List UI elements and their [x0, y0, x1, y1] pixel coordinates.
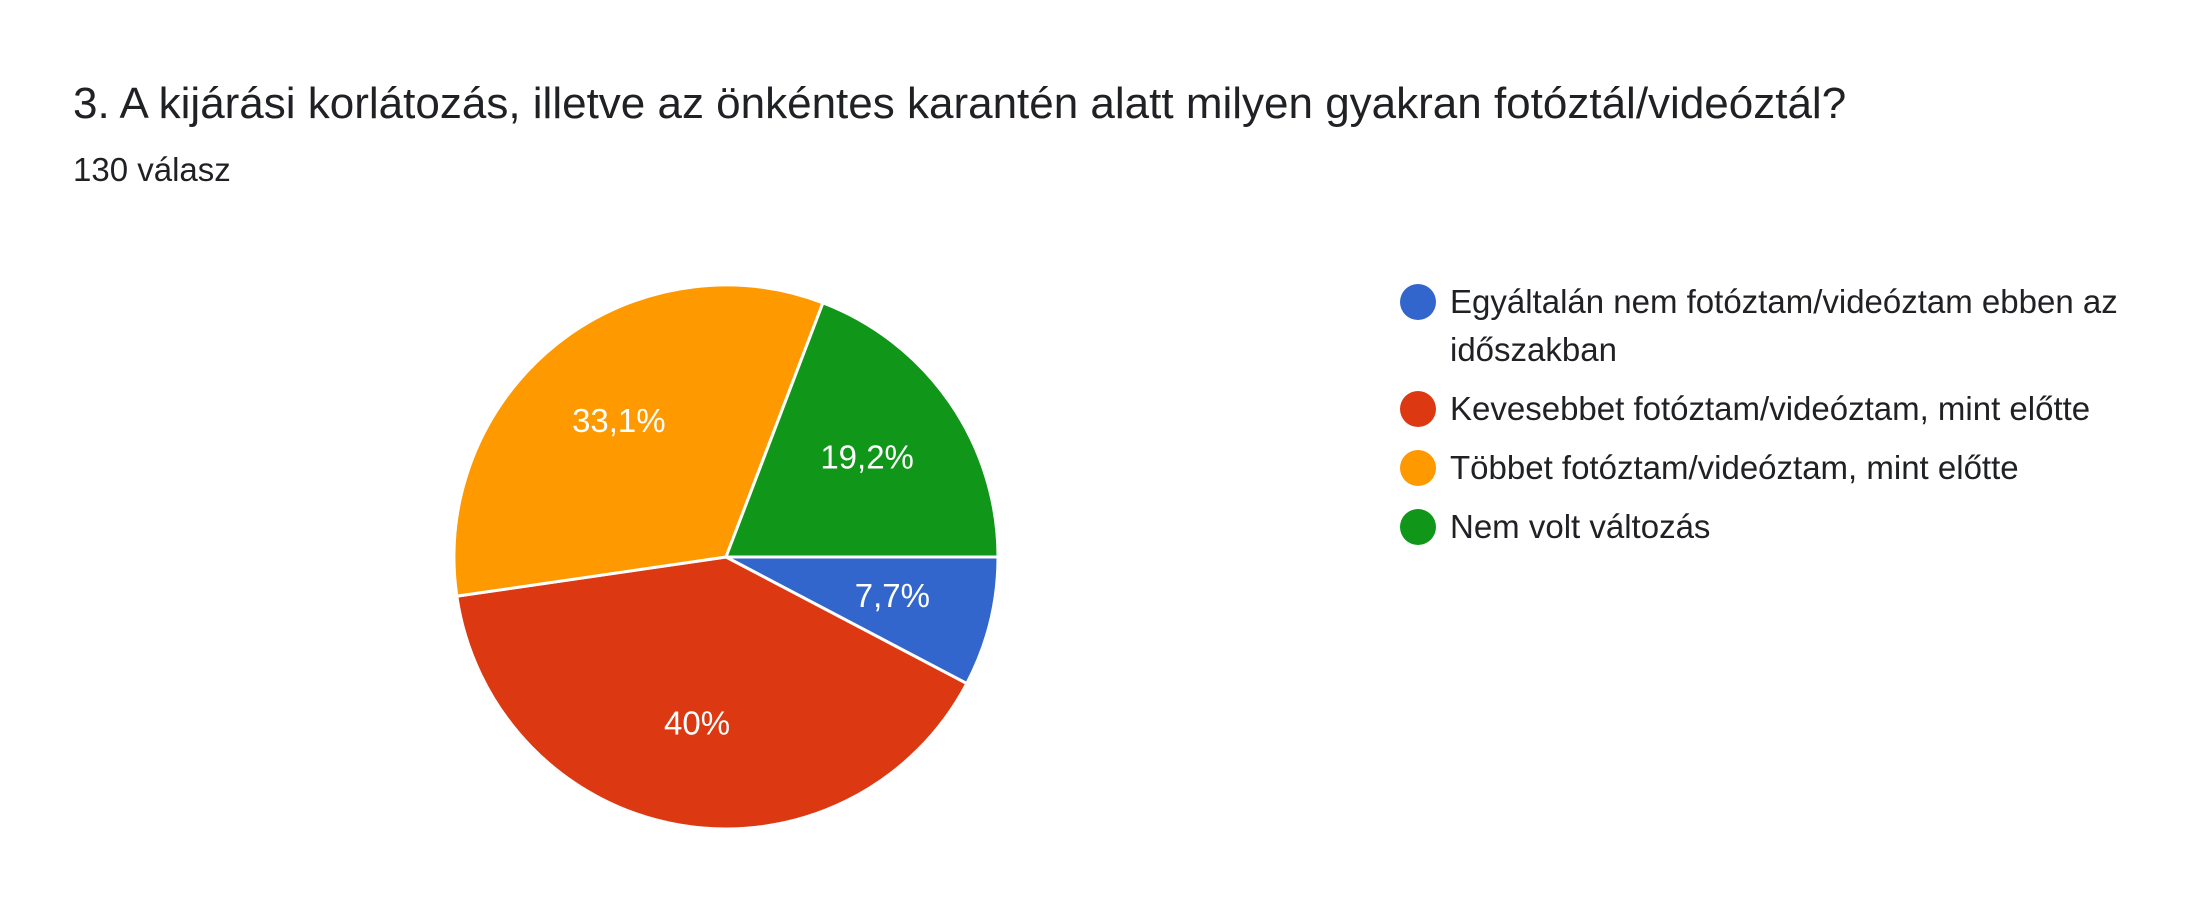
legend-color-dot	[1400, 284, 1436, 320]
chart-title: 3. A kijárási korlátozás, illetve az önk…	[73, 79, 1847, 128]
pie-slice-1[interactable]	[725, 555, 1000, 686]
legend-item-4[interactable]: Nem volt változás	[1400, 503, 2160, 551]
legend-label: Egyáltalán nem fotóztam/videóztam ebben …	[1450, 283, 2118, 368]
legend-label: Nem volt változás	[1450, 508, 1711, 545]
legend-item-3[interactable]: Többet fotóztam/videóztam, mint előtte	[1400, 444, 2160, 492]
pie-chart: 7,7% 40% 33,1% 19,2%	[452, 283, 1000, 831]
slice-label-4: 19,2%	[820, 439, 914, 476]
legend-color-dot	[1400, 450, 1436, 486]
response-count: 130 válasz	[73, 151, 231, 188]
legend-label: Többet fotóztam/videóztam, mint előtte	[1450, 449, 2019, 486]
legend-color-dot	[1400, 391, 1436, 427]
legend-item-1[interactable]: Egyáltalán nem fotóztam/videóztam ebben …	[1400, 278, 2160, 374]
slice-label-3: 33,1%	[572, 402, 666, 439]
slice-label-2: 40%	[664, 705, 730, 742]
pie-slice-2[interactable]	[455, 555, 969, 831]
pie-slice-4[interactable]	[723, 300, 1000, 559]
legend-label: Kevesebbet fotóztam/videóztam, mint előt…	[1450, 390, 2091, 427]
legend: Egyáltalán nem fotóztam/videóztam ebben …	[1400, 278, 2160, 562]
legend-color-dot	[1400, 509, 1436, 545]
slice-label-1: 7,7%	[855, 577, 930, 614]
pie-slice-3[interactable]	[452, 283, 825, 598]
legend-item-2[interactable]: Kevesebbet fotóztam/videóztam, mint előt…	[1400, 385, 2160, 433]
